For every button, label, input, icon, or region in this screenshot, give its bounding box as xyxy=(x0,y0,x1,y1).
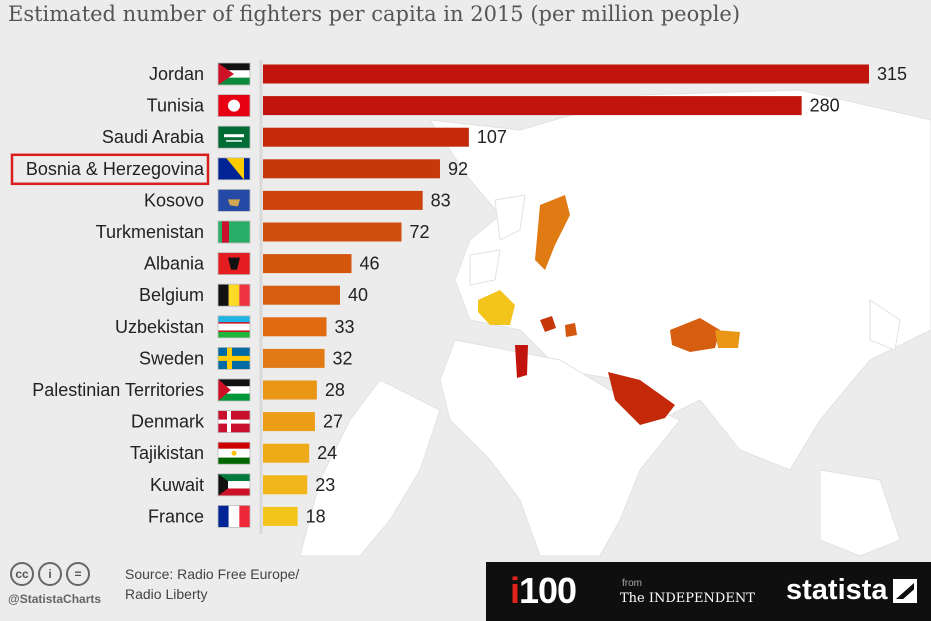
value-label-turkmenistan: 72 xyxy=(410,222,430,242)
bar-kosovo xyxy=(263,190,423,210)
kosovo-flag-icon xyxy=(217,188,251,212)
value-label-sweden: 32 xyxy=(333,348,353,368)
creative-commons-icon: cc xyxy=(10,562,34,586)
value-label-albania: 46 xyxy=(359,254,379,274)
i100-logo: i100 xyxy=(510,570,577,611)
value-label-bosnia-herzegovina: 92 xyxy=(448,159,468,179)
france-flag-icon xyxy=(217,504,251,528)
value-label-palestinian-territories: 28 xyxy=(325,380,345,400)
palestine-flag-icon xyxy=(217,378,251,402)
category-label-tajikistan: Tajikistan xyxy=(130,443,204,463)
chart-title: Estimated number of fighters per capita … xyxy=(8,2,741,26)
uzbekistan-flag-icon xyxy=(217,315,251,339)
category-label-kosovo: Kosovo xyxy=(144,190,204,210)
no-derivatives-icon: = xyxy=(66,562,90,586)
category-label-uzbekistan: Uzbekistan xyxy=(115,317,204,337)
bar-albania xyxy=(263,254,352,274)
category-label-albania: Albania xyxy=(144,254,205,274)
value-label-france: 18 xyxy=(306,506,326,526)
statista-logo-icon xyxy=(893,579,917,603)
category-label-palestinian-territories: Palestinian Territories xyxy=(32,380,204,400)
category-label-saudi-arabia: Saudi Arabia xyxy=(102,127,205,147)
bar-chart: Jordan 315 Tunisia 280 Saudi Arabia 107 Bosnia… xyxy=(10,60,907,534)
category-label-france: France xyxy=(148,506,204,526)
attribution-icon: i xyxy=(38,562,62,586)
bar-denmark xyxy=(263,412,315,432)
bosnia-flag-icon xyxy=(217,157,251,181)
source-line-2: Radio Liberty xyxy=(125,586,208,602)
value-label-tunisia: 280 xyxy=(810,96,840,116)
from-label: from xyxy=(622,578,642,589)
denmark-flag-icon xyxy=(217,410,251,434)
category-label-kuwait: Kuwait xyxy=(150,475,204,495)
jordan-flag-icon xyxy=(217,62,251,86)
category-label-jordan: Jordan xyxy=(149,64,204,84)
source-note: Source: Radio Free Europe/ Radio Liberty xyxy=(125,564,299,604)
turkmenistan-flag-icon xyxy=(217,220,251,244)
category-label-denmark: Denmark xyxy=(131,412,205,432)
category-label-belgium: Belgium xyxy=(139,285,204,305)
bar-tajikistan xyxy=(263,443,310,463)
statista-logo: statista xyxy=(786,574,888,606)
bar-sweden xyxy=(263,348,325,368)
statista-handle: @StatistaCharts xyxy=(8,592,102,606)
bar-france xyxy=(263,506,298,526)
bar-turkmenistan xyxy=(263,222,402,242)
independent-logo: The INDEPENDENT xyxy=(620,591,755,606)
license-icons: cc i = xyxy=(10,562,90,586)
source-line-1: Source: Radio Free Europe/ xyxy=(125,566,300,582)
value-label-saudi-arabia: 107 xyxy=(477,127,507,147)
saudi-arabia-flag-icon xyxy=(217,125,251,149)
bar-belgium xyxy=(263,285,340,305)
map-highlight-regions xyxy=(478,195,740,425)
category-label-tunisia: Tunisia xyxy=(147,96,205,116)
bar-saudi-arabia xyxy=(263,127,469,147)
sweden-flag-icon xyxy=(217,346,251,370)
belgium-flag-icon xyxy=(217,283,251,307)
bar-tunisia xyxy=(263,96,802,116)
tajikistan-flag-icon xyxy=(217,441,251,465)
value-label-kosovo: 83 xyxy=(431,190,451,210)
category-label-sweden: Sweden xyxy=(139,348,204,368)
value-label-uzbekistan: 33 xyxy=(334,317,354,337)
bar-bosnia-herzegovina xyxy=(263,159,440,179)
albania-flag-icon xyxy=(217,252,251,276)
value-label-tajikistan: 24 xyxy=(317,443,337,463)
tunisia-flag-icon xyxy=(217,94,251,117)
bar-jordan xyxy=(263,64,869,84)
kuwait-flag-icon xyxy=(217,473,251,497)
value-label-jordan: 315 xyxy=(877,64,907,84)
value-label-belgium: 40 xyxy=(348,285,368,305)
value-label-kuwait: 23 xyxy=(315,475,335,495)
highlight-box xyxy=(10,153,210,186)
value-label-denmark: 27 xyxy=(323,412,343,432)
bar-palestinian-territories xyxy=(263,380,317,400)
category-label-bosnia-herzegovina: Bosnia & Herzegovina xyxy=(26,159,205,179)
bar-uzbekistan xyxy=(263,317,327,337)
category-label-turkmenistan: Turkmenistan xyxy=(96,222,204,242)
bar-kuwait xyxy=(263,475,308,495)
brand-bar xyxy=(486,562,931,621)
